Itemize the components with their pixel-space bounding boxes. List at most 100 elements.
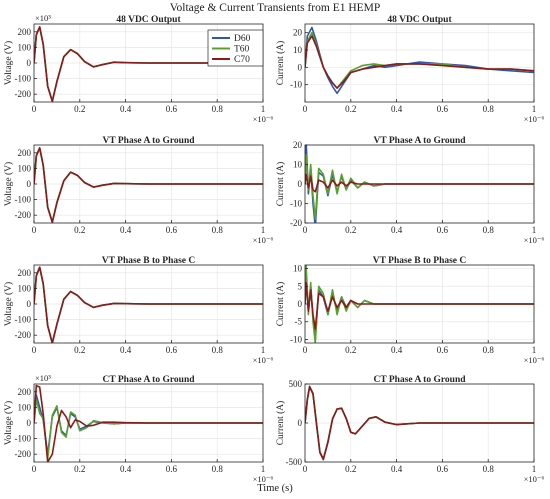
x-exponent-label: ×10⁻⁶ — [253, 114, 274, 124]
series-line-c70 — [34, 266, 263, 343]
y-tick-label: -500 — [286, 457, 303, 467]
series-group — [34, 266, 263, 343]
y-tick-label: 200 — [18, 268, 32, 278]
figure-title: Voltage & Current Transients from E1 HEM… — [169, 2, 381, 14]
series-group — [305, 385, 534, 461]
x-tick-label: 0.4 — [120, 104, 132, 114]
x-tick-label: 0.6 — [437, 345, 449, 355]
panel-title: VT Phase A to Ground — [102, 136, 195, 146]
y-tick-label: -20 — [290, 218, 302, 228]
y-tick-label: -100 — [15, 315, 32, 325]
x-tick-label: 0.2 — [74, 225, 85, 235]
y-axis-label: Current (A) — [275, 162, 286, 207]
y-axis-label: Voltage (V) — [3, 162, 14, 206]
x-tick-label: 0.4 — [391, 225, 403, 235]
x-tick-label: 1 — [261, 104, 266, 114]
series-line-c70 — [305, 35, 534, 89]
x-tick-label: 0.8 — [483, 104, 495, 114]
x-tick-label: 0.8 — [483, 464, 495, 474]
x-exponent-label: ×10⁻⁶ — [253, 474, 274, 484]
y-tick-label: -100 — [15, 434, 32, 444]
y-axis-label: Current (A) — [275, 401, 286, 446]
x-tick-label: 1 — [261, 225, 266, 235]
y-tick-label: 100 — [18, 402, 32, 412]
series-group — [305, 26, 534, 95]
y-axis-label: Voltage (V) — [3, 282, 14, 326]
y-tick-label: 100 — [18, 163, 32, 173]
x-exponent-label: ×10⁻⁶ — [253, 235, 274, 245]
x-tick-label: 0.4 — [120, 225, 132, 235]
y-tick-label: 0 — [27, 299, 32, 309]
x-tick-label: 0.8 — [483, 225, 495, 235]
x-exponent-label: ×10⁻⁶ — [524, 355, 545, 365]
y-tick-label: -10 — [290, 334, 302, 344]
chart-panel-4: 0 0.2 0.4 0.6 0.8 1 -20 -10 0 10 20 VT Phase A to G… — [275, 136, 544, 245]
x-tick-label: 0.2 — [345, 225, 356, 235]
x-axis-label: Time (s) — [257, 483, 293, 494]
series-group — [34, 147, 263, 223]
panel-title: VT Phase B to Phase C — [102, 256, 196, 266]
x-tick-label: 0.2 — [345, 104, 356, 114]
y-tick-label: 100 — [18, 42, 32, 52]
plot-area — [305, 24, 534, 102]
legend-label-c70: C70 — [234, 55, 250, 65]
x-tick-label: 0 — [303, 225, 308, 235]
panel-title: 48 VDC Output — [116, 15, 181, 25]
x-tick-label: 1 — [261, 464, 266, 474]
series-line-c70 — [34, 384, 263, 462]
x-tick-label: 0 — [32, 104, 37, 114]
y-tick-label: 200 — [18, 27, 32, 37]
y-tick-label: 200 — [18, 387, 32, 397]
y-axis-label: Voltage (V) — [3, 401, 14, 445]
y-axis-label: Current (A) — [275, 41, 286, 86]
x-tick-label: 0 — [32, 225, 37, 235]
y-tick-label: 0 — [298, 299, 303, 309]
x-tick-label: 0.6 — [166, 104, 178, 114]
series-group — [34, 25, 263, 102]
panel-title: 48 VDC Output — [387, 15, 452, 25]
legend-label-t60: T60 — [234, 45, 250, 55]
x-tick-label: 0.6 — [437, 104, 449, 114]
y-tick-label: -10 — [290, 199, 302, 209]
x-tick-label: 0.4 — [391, 345, 403, 355]
x-tick-label: 1 — [261, 345, 266, 355]
legend-label-d60: D60 — [234, 34, 251, 44]
x-tick-label: 0.6 — [437, 464, 449, 474]
x-exponent-label: ×10⁻⁶ — [524, 474, 545, 484]
series-line-c70 — [305, 385, 534, 461]
y-tick-label: 5 — [298, 281, 303, 291]
x-tick-label: 0.8 — [483, 345, 495, 355]
x-tick-label: 0.4 — [120, 345, 132, 355]
y-axis-label: Voltage (V) — [3, 41, 14, 85]
x-tick-label: 0 — [303, 464, 308, 474]
axes-box — [304, 23, 535, 103]
y-tick-label: 20 — [293, 28, 303, 38]
y-tick-label: 0 — [27, 58, 32, 68]
y-tick-label: 20 — [293, 140, 303, 150]
x-tick-label: 0.2 — [74, 464, 85, 474]
x-tick-label: 0.4 — [391, 464, 403, 474]
y-tick-label: 10 — [293, 160, 303, 170]
y-tick-label: 0 — [298, 179, 303, 189]
x-exponent-label: ×10⁻⁶ — [253, 355, 274, 365]
x-tick-label: 0 — [32, 464, 37, 474]
y-exponent-label: ×10³ — [35, 13, 51, 23]
x-tick-label: 1 — [532, 464, 537, 474]
y-tick-label: -100 — [15, 74, 32, 84]
series-group — [305, 265, 534, 343]
y-tick-label: -200 — [15, 89, 32, 99]
x-tick-label: 0.6 — [166, 225, 178, 235]
y-tick-label: -200 — [15, 330, 32, 340]
panel-title: CT Phase A to Ground — [102, 375, 195, 385]
series-line-c70 — [305, 173, 534, 193]
y-tick-label: -100 — [15, 195, 32, 205]
x-exponent-label: ×10⁻⁶ — [524, 235, 545, 245]
series-group — [34, 384, 263, 462]
series-line-c70 — [305, 281, 534, 330]
y-tick-label: -200 — [15, 210, 32, 220]
panel-title: VT Phase A to Ground — [373, 136, 466, 146]
panel-title: VT Phase B to Phase C — [373, 256, 467, 266]
x-tick-label: 0.8 — [212, 104, 224, 114]
x-tick-label: 0.2 — [345, 464, 356, 474]
